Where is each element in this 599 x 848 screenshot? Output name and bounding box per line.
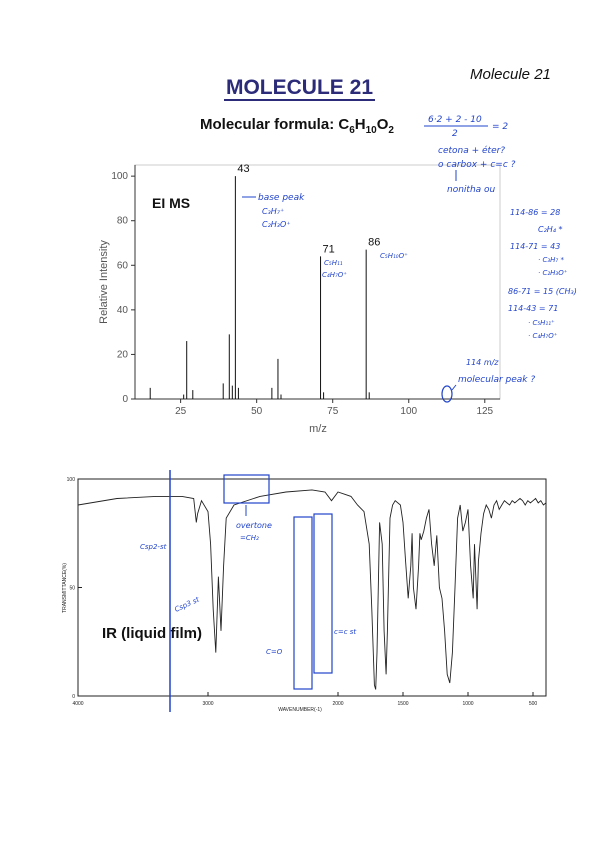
ms-xlabel: m/z (309, 423, 327, 435)
fragment-math-9: · C₄H₇O⁺ (528, 332, 558, 340)
dbe-denominator: 2 (452, 129, 458, 139)
fragment-math-notes: 114-86 = 28 C₂H₄ * 114-71 = 43 · C₃H₇ * … (508, 208, 577, 340)
fragment-math-4: · C₃H₇ * (538, 256, 564, 264)
ms-peak-label: 86 (368, 237, 380, 249)
ir-ytick-label: 100 (67, 477, 76, 483)
ms-ytick-label: 0 (122, 394, 128, 405)
overtone-box (223, 474, 270, 504)
ir-xtick-label: 2000 (332, 701, 343, 707)
ir-cc-note: c=c st (334, 628, 356, 636)
molecular-peak-circle (441, 385, 453, 403)
formula-c-count: 6 (349, 125, 355, 136)
fragment-math-5: · C₂H₃O⁺ (538, 269, 568, 277)
ir-xtick-label: 1000 (462, 701, 473, 707)
ms-xtick-label: 75 (327, 406, 339, 417)
ms-xtick-label: 100 (400, 406, 417, 417)
page-title-text: MOLECULE 21 (223, 76, 376, 101)
fragment-math-7: 114-43 = 71 (508, 304, 558, 313)
formula-o: O (376, 116, 389, 133)
ms-ytick-label: 20 (117, 349, 129, 360)
carbonyl-note-line1: cetona + éter? (438, 145, 505, 156)
ms-ytick-label: 60 (117, 260, 129, 271)
carbonyl-note-line2: o carbox + c=c ? (438, 160, 516, 170)
ir-xtick-label: 4000 (72, 701, 83, 707)
molecular-peak-arrow (451, 384, 457, 391)
ir-sp3-note: Csp3 st (173, 595, 200, 613)
base-peak-note-title: base peak (258, 193, 305, 203)
carbonyl-note-line3: nonitha ou (447, 185, 496, 195)
fragment-math-6: 86-71 = 15 (CH₃) (508, 287, 577, 296)
ms-xtick-label: 50 (251, 406, 263, 417)
ir-overtone-note-2: =CH₂ (240, 534, 259, 542)
ir-xtick-label: 1500 (397, 701, 408, 707)
ir-overtone-note: overtone (236, 521, 272, 530)
ms-ytick-label: 80 (117, 216, 129, 227)
fragment-math-8: · C₅H₁₁⁺ (528, 319, 555, 327)
ms-peak-label: 71 (323, 243, 335, 255)
molecular-formula: Molecular formula: C6H10O2 (200, 116, 394, 136)
peak71-note-frag1: C₅H₁₁ (324, 259, 343, 267)
peak86-note: C₅H₁₀O⁺ (380, 252, 408, 260)
corner-label: Molecule 21 (470, 66, 551, 83)
ir-sp2-note: Csp2-st (140, 543, 167, 551)
ms-label: EI MS (152, 195, 190, 211)
fragment-math-2: C₂H₄ * (538, 225, 563, 234)
dbe-result: = 2 (492, 122, 508, 132)
ms-peak-label: 43 (237, 163, 249, 175)
formula-h-count: 10 (365, 125, 377, 136)
dbe-numerator: 6·2 + 2 - 10 (428, 115, 482, 125)
ir-xtick-label: 500 (529, 701, 538, 707)
ir-xtick-label: 3000 (202, 701, 213, 707)
alkene-band-box (313, 513, 333, 674)
ir-series-line (77, 489, 547, 690)
fragment-math-1: 114-86 = 28 (510, 208, 560, 217)
formula-o-count: 2 (388, 125, 394, 136)
ir-ytick-label: 0 (72, 694, 75, 700)
ms-ytick-label: 100 (111, 171, 128, 182)
page-title: MOLECULE 21 (0, 76, 599, 101)
carbonyl-note: cetona + éter? o carbox + c=c ? nonitha … (438, 145, 516, 195)
ir-co-note: C=O (266, 648, 283, 656)
ir-xlabel: WAVENUMBER(-1) (278, 707, 322, 713)
ir-label: IR (liquid film) (102, 625, 202, 642)
base-peak-note-frag1: C₃H₇⁺ (262, 207, 284, 216)
molecular-peak-note: 114 m/z molecular peak ? (441, 358, 535, 403)
ir-ytick-label: 50 (69, 586, 75, 592)
peak71-note: C₅H₁₁ C₄H₇O⁺ (322, 259, 347, 279)
fragment-math-3: 114-71 = 43 (510, 242, 560, 251)
ms-ytick-label: 40 (117, 305, 129, 316)
ms-ylabel: Relative Intensity (98, 240, 110, 324)
formula-h: H (354, 116, 366, 133)
ms-xtick-label: 25 (175, 406, 187, 417)
molecular-peak-text: molecular peak ? (458, 375, 535, 385)
carbonyl-band-box (293, 516, 313, 690)
formula-prefix: Molecular formula: C (200, 116, 350, 133)
dbe-calculation: 6·2 + 2 - 10 2 = 2 (424, 115, 508, 139)
base-peak-note-frag2: C₂H₃O⁺ (262, 220, 291, 229)
molecular-peak-mz: 114 m/z (466, 358, 499, 367)
ir-ylabel: TRANSMITTANCE(%) (62, 563, 68, 613)
peak71-note-frag2: C₄H₇O⁺ (322, 271, 347, 279)
ms-xtick-label: 125 (476, 406, 493, 417)
base-peak-note: base peak C₃H₇⁺ C₂H₃O⁺ (242, 193, 305, 229)
